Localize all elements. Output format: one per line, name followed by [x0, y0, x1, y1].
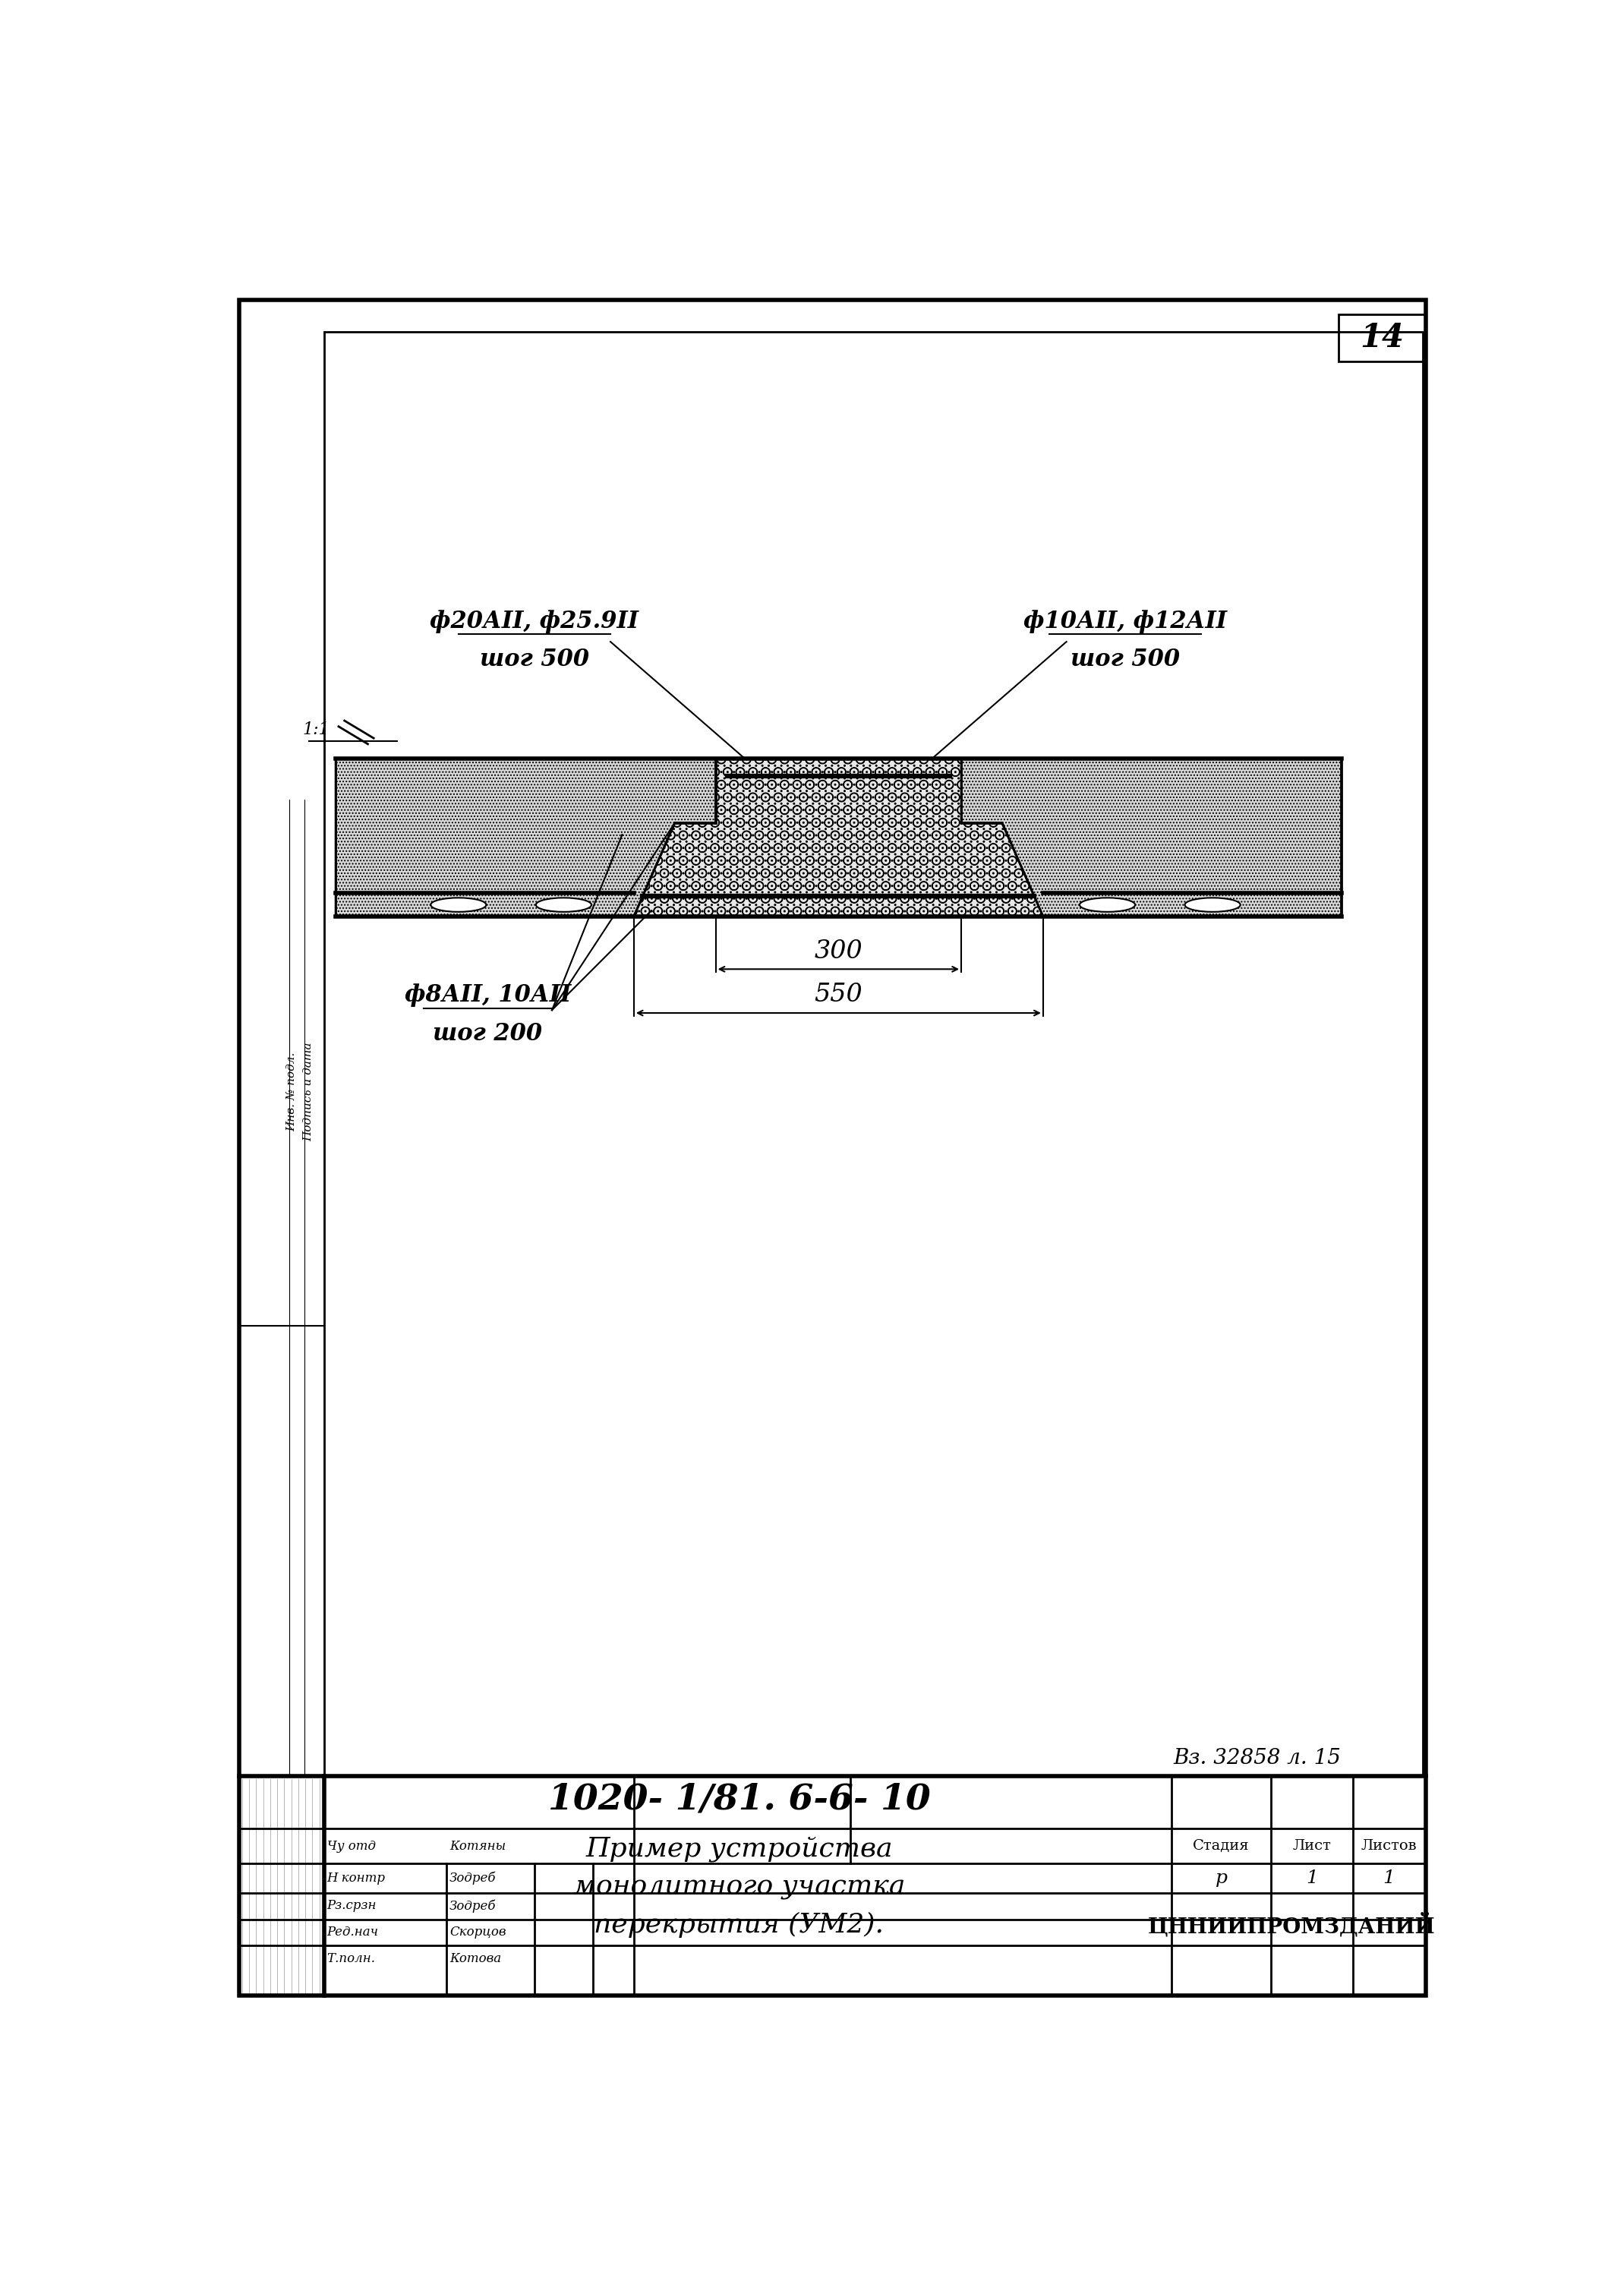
- Polygon shape: [633, 759, 1043, 916]
- Text: Вз. 32858 л. 15: Вз. 32858 л. 15: [1174, 1747, 1341, 1768]
- Text: 14: 14: [1361, 321, 1405, 353]
- Text: 1: 1: [1384, 1870, 1395, 1886]
- Text: Рз.срзн: Рз.срзн: [326, 1900, 377, 1911]
- Text: шог 500: шог 500: [1070, 647, 1179, 672]
- Text: Зодреб: Зодреб: [450, 1900, 497, 1914]
- Text: Н контр: Н контр: [326, 1873, 385, 1884]
- Text: Стадия: Стадия: [1194, 1838, 1250, 1852]
- Text: ф20АII, ф25.9II: ф20АII, ф25.9II: [430, 611, 638, 633]
- Text: шог 500: шог 500: [479, 647, 590, 672]
- Text: 1: 1: [1306, 1870, 1319, 1886]
- Ellipse shape: [1080, 898, 1135, 911]
- Text: 1:1: 1:1: [302, 722, 330, 738]
- Text: Подпись и дата: Подпись и дата: [304, 1043, 313, 1141]
- Polygon shape: [961, 759, 1341, 916]
- Text: ф10АII, ф12АII: ф10АII, ф12АII: [1023, 611, 1226, 633]
- Polygon shape: [336, 759, 716, 916]
- Text: ф8АII, 10АII: ф8АII, 10АII: [404, 984, 572, 1007]
- Text: перекрытия (УМ2).: перекрытия (УМ2).: [594, 1911, 883, 1939]
- Text: 1020- 1/81. 6-6- 10: 1020- 1/81. 6-6- 10: [547, 1781, 931, 1818]
- Text: Котова: Котова: [450, 1952, 502, 1966]
- Ellipse shape: [1186, 898, 1241, 911]
- Bar: [323, 333, 1423, 1777]
- Text: Пример устройства: Пример устройства: [586, 1836, 893, 1861]
- Text: Скорцов: Скорцов: [450, 1925, 507, 1939]
- Text: Инв. № подл.: Инв. № подл.: [286, 1052, 297, 1132]
- Ellipse shape: [536, 898, 591, 911]
- Text: 300: 300: [814, 939, 862, 964]
- Text: р: р: [1215, 1870, 1228, 1886]
- Text: Листов: Листов: [1361, 1838, 1418, 1852]
- Text: Чу отд: Чу отд: [326, 1841, 375, 1852]
- Text: Ред.нач: Ред.нач: [326, 1925, 378, 1939]
- Text: Котяны: Котяны: [450, 1841, 507, 1852]
- Text: шог 200: шог 200: [434, 1023, 542, 1046]
- Text: Лист: Лист: [1293, 1838, 1332, 1852]
- Text: ЦННИИПРОМЗДАНИЙ: ЦННИИПРОМЗДАНИЙ: [1148, 1914, 1436, 1936]
- Text: Зодреб: Зодреб: [450, 1873, 497, 1884]
- Bar: [1338, 314, 1426, 360]
- Text: Т.полн.: Т.полн.: [326, 1952, 375, 1966]
- Text: монолитного участка: монолитного участка: [573, 1875, 905, 1900]
- Ellipse shape: [430, 898, 486, 911]
- Text: 550: 550: [814, 982, 862, 1007]
